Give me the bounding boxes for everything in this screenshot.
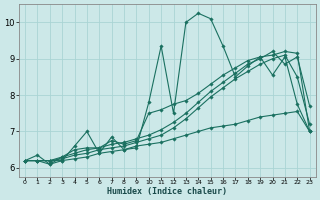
X-axis label: Humidex (Indice chaleur): Humidex (Indice chaleur)	[107, 187, 227, 196]
